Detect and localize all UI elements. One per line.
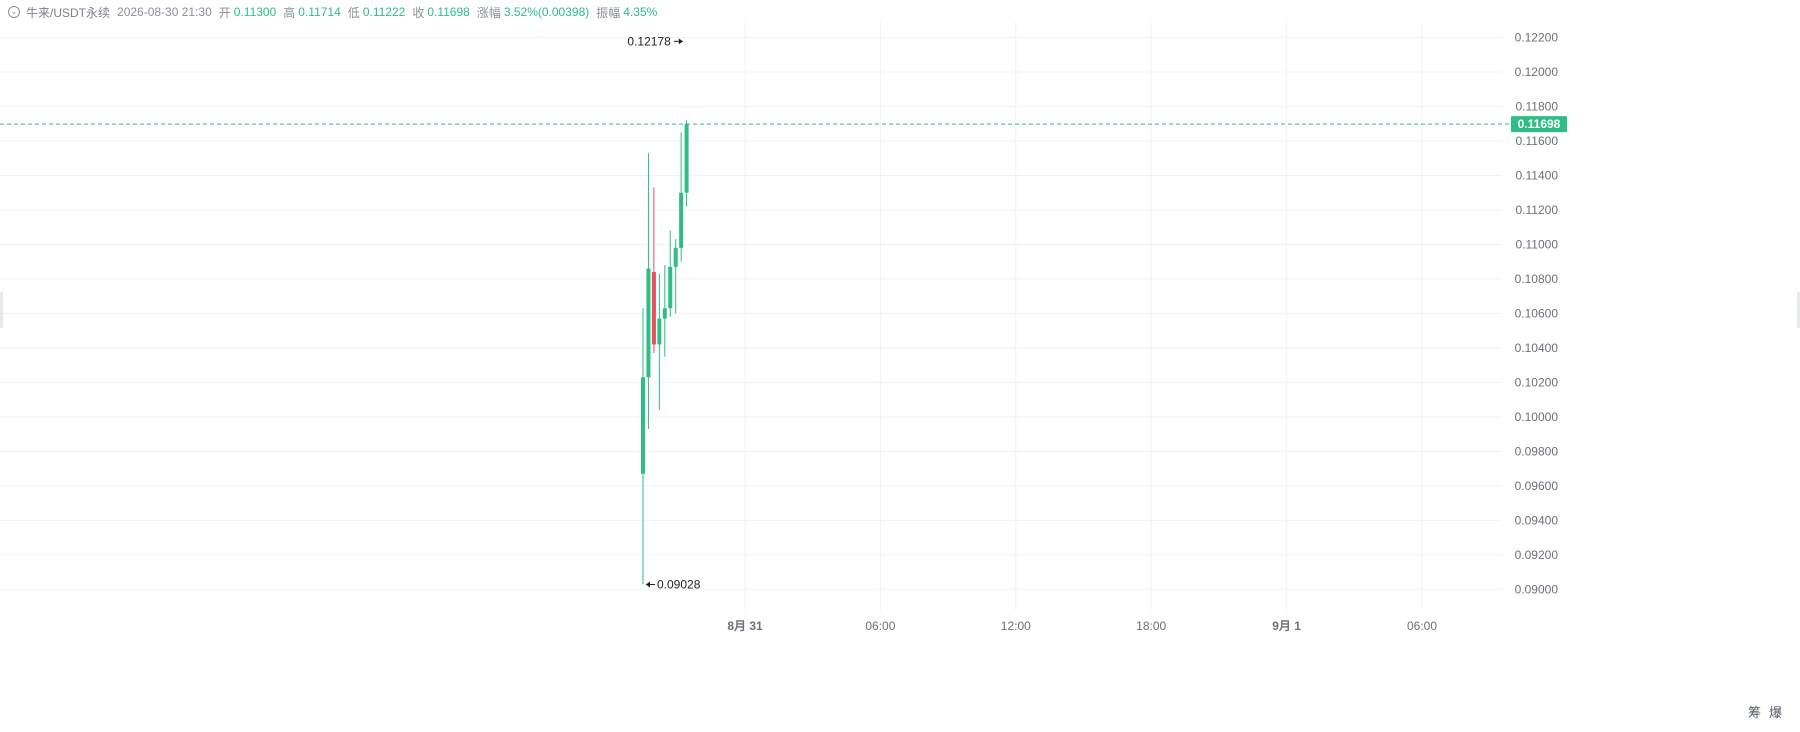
candle-body xyxy=(684,123,689,193)
chart-grid xyxy=(0,22,1502,610)
time-tick-label: 9月 1 xyxy=(1272,619,1301,633)
price-tick-label: 0.10200 xyxy=(1515,375,1559,389)
time-tick-label: 12:00 xyxy=(1001,619,1031,633)
candle-body xyxy=(679,192,684,248)
current-price-badge xyxy=(1511,116,1567,133)
min-price-annotation: 0.09028 xyxy=(657,577,701,591)
candle-body xyxy=(673,247,678,267)
symbol-name: 牛来/USDT永续 xyxy=(26,5,111,20)
left-scroll-handle[interactable] xyxy=(0,292,3,328)
time-axis: 8月 31 06:00 12:00 18:00 9月 1 06:00 xyxy=(727,619,1437,633)
candle[interactable] xyxy=(679,132,684,262)
liquidation-button[interactable]: 爆 xyxy=(1768,705,1782,720)
price-tick-label: 0.09600 xyxy=(1515,479,1559,493)
price-tick-label: 0.11200 xyxy=(1516,203,1559,217)
candle[interactable] xyxy=(662,265,667,357)
candle-body xyxy=(646,268,651,378)
candle-body xyxy=(657,318,662,345)
time-tick-label: 06:00 xyxy=(865,619,895,633)
price-tick-label: 0.12000 xyxy=(1515,65,1559,79)
price-tick-label: 0.12200 xyxy=(1515,31,1559,45)
price-tick-label: 0.10000 xyxy=(1515,410,1559,424)
candle[interactable] xyxy=(651,187,656,354)
candle-body xyxy=(651,272,656,345)
current-price-label: 0.11698 xyxy=(1518,117,1561,131)
change-value: 3.52%(0.00398) xyxy=(503,5,590,19)
low-label: 低 xyxy=(347,5,360,20)
max-price-annotation: 0.12178 xyxy=(627,34,671,48)
price-tick-label: 0.10400 xyxy=(1515,341,1559,355)
price-tick-label: 0.11000 xyxy=(1516,237,1559,251)
time-tick-label: 06:00 xyxy=(1407,619,1437,633)
candles xyxy=(641,120,689,585)
change-label: 涨幅 xyxy=(476,5,501,20)
chips-button[interactable]: 筹 xyxy=(1747,705,1761,720)
price-tick-label: 0.09200 xyxy=(1515,548,1559,562)
ohlc-info-bar: ⌄ 牛来/USDT永续 2026-08-30 21:30 开 0.11300 高… xyxy=(8,3,657,21)
open-label: 开 xyxy=(218,5,231,20)
candle[interactable] xyxy=(641,308,645,585)
price-tick-label: 0.11400 xyxy=(1516,168,1559,182)
max-arrow-icon xyxy=(678,38,683,45)
price-tick-label: 0.09800 xyxy=(1515,444,1559,458)
side-tool-buttons: 筹 爆 xyxy=(1748,702,1782,721)
candle[interactable] xyxy=(657,273,662,410)
low-value: 0.11222 xyxy=(362,5,406,19)
collapse-chevron-icon[interactable]: ⌄ xyxy=(8,6,20,18)
candle[interactable] xyxy=(684,120,689,207)
close-label: 收 xyxy=(412,5,425,20)
amplitude-label: 振幅 xyxy=(596,5,621,20)
time-tick-label: 8月 31 xyxy=(727,619,763,633)
time-tick-label: 18:00 xyxy=(1136,619,1166,633)
high-label: 高 xyxy=(283,5,296,20)
candle-body xyxy=(668,266,673,309)
candle[interactable] xyxy=(646,153,651,429)
price-tick-label: 0.10800 xyxy=(1515,272,1559,286)
price-tick-label: 0.09000 xyxy=(1515,582,1559,596)
price-axis: 0.12200 0.12000 0.11800 0.11600 0.11400 0.112… xyxy=(1515,31,1559,597)
price-annotations: 0.11698 0.12178 0.09028 xyxy=(0,34,1567,591)
high-value: 0.11714 xyxy=(298,5,341,19)
candle[interactable] xyxy=(668,230,673,317)
min-arrow-icon xyxy=(646,581,650,588)
amplitude-value: 4.35% xyxy=(623,5,658,19)
price-tick-label: 0.10600 xyxy=(1515,306,1559,320)
candle-body xyxy=(662,308,667,319)
price-tick-label: 0.09400 xyxy=(1515,513,1559,527)
price-tick-label: 0.11600 xyxy=(1516,134,1559,148)
open-value: 0.11300 xyxy=(233,5,277,19)
candle[interactable] xyxy=(673,239,678,314)
candle-datetime: 2026-08-30 21:30 xyxy=(117,5,212,19)
right-scroll-handle[interactable] xyxy=(1797,292,1800,328)
close-value: 0.11698 xyxy=(427,5,470,19)
price-tick-label: 0.11800 xyxy=(1516,99,1559,113)
candle-body xyxy=(641,377,645,474)
